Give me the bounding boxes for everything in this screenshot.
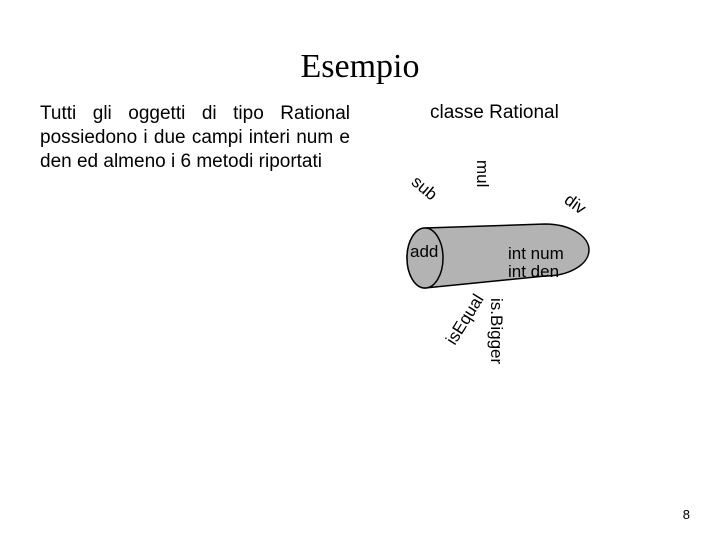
slide-title: Esempio [0, 48, 720, 86]
description-paragraph: Tutti gli oggetti di tipo Rational possi… [40, 102, 350, 173]
page-number: 8 [683, 507, 690, 522]
field-label: int den [508, 262, 559, 282]
method-label: is.Bigger [486, 298, 506, 364]
class-label: classe Rational [430, 102, 559, 124]
method-label: mul [472, 160, 492, 187]
object-diagram: submuldivaddisEqualis.Biggerint numint d… [370, 150, 690, 410]
field-label: int num [508, 244, 564, 264]
method-label: add [410, 242, 438, 262]
